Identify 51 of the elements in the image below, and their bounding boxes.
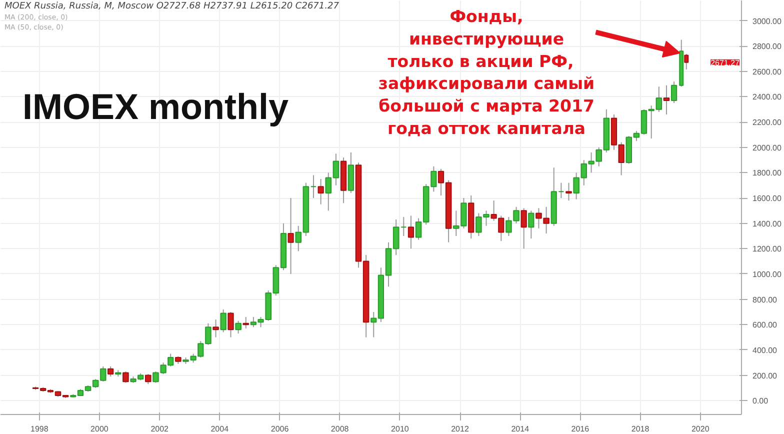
candlestick — [242, 316, 250, 329]
candlestick — [520, 208, 527, 250]
y-tick-label: 200.00 — [752, 371, 778, 380]
y-tick-label: 400.00 — [752, 346, 778, 355]
candlestick — [288, 198, 294, 274]
candlestick — [310, 174, 317, 199]
x-tick-label: 2016 — [571, 424, 590, 434]
x-tick-label: 2006 — [270, 424, 290, 434]
x-tick-label: 2002 — [150, 424, 170, 434]
x-tick-label: 2020 — [691, 424, 710, 434]
y-tick-label: 1800.00 — [752, 168, 782, 178]
y-tick-label: 800.00 — [752, 295, 778, 304]
candlestick — [670, 81, 678, 104]
y-tick-label: 3000.00 — [752, 16, 782, 26]
y-tick-label: 600.00 — [752, 320, 778, 330]
annotation: Фонды, инвестирующие только в акции РФ, зафиксировали самый большой с марта 2017 года отток капитала — [378, 7, 595, 138]
x-tick-label: 2018 — [631, 424, 650, 434]
candlestick — [122, 370, 129, 384]
y-tick-label: 1600.00 — [752, 194, 782, 204]
candlestick — [663, 84, 670, 115]
candlestick — [107, 366, 114, 378]
candlestick — [220, 308, 226, 333]
y-tick-label: 0.00 — [752, 396, 769, 406]
candlestick — [228, 311, 234, 338]
candlestick — [235, 320, 242, 334]
x-tick-label: 2014 — [511, 424, 530, 434]
y-tick-label: 2600.00 — [752, 67, 782, 76]
candlestick — [528, 210, 534, 240]
candlestick — [400, 216, 407, 236]
x-tick-label: 2000 — [90, 424, 109, 434]
x-tick-label: 2010 — [391, 424, 410, 434]
y-tick-label: 2000.00 — [752, 143, 782, 152]
y-tick-label: 1000.00 — [752, 270, 782, 279]
x-tick-label: 1998 — [30, 424, 49, 434]
y-tick-label: 2200.00 — [752, 118, 782, 128]
candlestick — [684, 53, 689, 70]
x-tick-label: 2012 — [451, 424, 470, 434]
candlestick — [145, 373, 152, 385]
candlestick — [318, 178, 324, 205]
y-tick-label: 1400.00 — [752, 219, 782, 228]
candlestick — [408, 215, 414, 250]
y-tick-label: 2800.00 — [752, 42, 782, 52]
candlestick — [212, 319, 219, 338]
text: IMOEX monthly — [22, 86, 289, 127]
y-tick-label: 2400.00 — [752, 92, 782, 102]
x-tick-label: 2004 — [210, 424, 230, 434]
annotation: MOEX Russia, Russia, M, Moscow O2727.68 H2737.91 L2615.20 C2671.27 — [4, 2, 340, 12]
y-tick-label: 1200.00 — [752, 244, 782, 254]
candlestick — [566, 182, 572, 202]
x-tick-label: 2008 — [330, 424, 350, 434]
annotation: 2671.27 — [710, 58, 740, 68]
